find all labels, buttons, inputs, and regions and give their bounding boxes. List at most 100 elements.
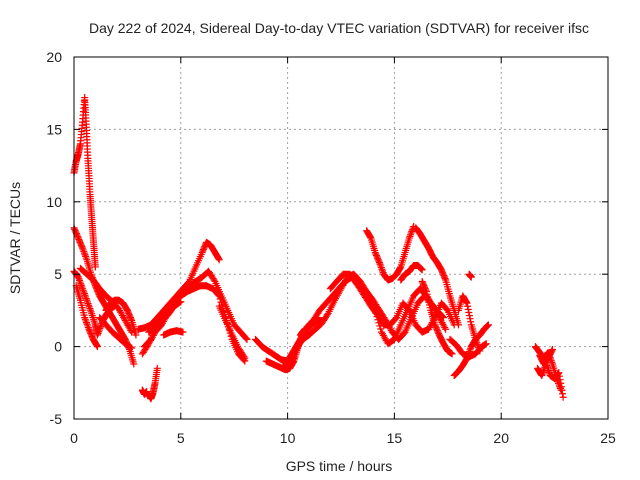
- data-point-marker: [81, 314, 89, 322]
- data-point-marker: [548, 358, 556, 366]
- data-point-marker: [93, 331, 101, 339]
- data-point-marker: [215, 255, 223, 263]
- data-point-marker: [463, 299, 471, 307]
- series-ae: [536, 345, 556, 368]
- data-point-marker: [538, 372, 546, 380]
- data-point-marker: [217, 298, 225, 306]
- data-point-marker: [80, 249, 88, 257]
- data-point-marker: [441, 324, 449, 332]
- data-point-marker: [448, 350, 456, 358]
- data-point-marker: [466, 315, 474, 323]
- data-point-marker: [370, 305, 378, 313]
- data-point-marker: [475, 344, 483, 352]
- data-point-marker: [93, 342, 101, 350]
- data-point-marker: [79, 285, 87, 293]
- data-point-marker: [405, 234, 413, 242]
- data-point-marker: [545, 368, 553, 376]
- x-tick-label: 15: [387, 430, 403, 446]
- data-point-marker: [378, 265, 386, 273]
- data-point-marker: [78, 243, 86, 251]
- data-point-marker: [97, 323, 105, 331]
- data-point-marker: [86, 305, 94, 313]
- y-tick-label: -5: [50, 411, 63, 427]
- data-point-marker: [467, 318, 475, 326]
- x-tick-label: 25: [600, 430, 616, 446]
- data-point-marker: [442, 325, 450, 333]
- data-point-marker: [216, 295, 224, 303]
- series-w: [412, 224, 462, 329]
- data-point-marker: [538, 370, 546, 378]
- data-point-marker: [83, 320, 91, 328]
- data-point-marker: [484, 322, 492, 330]
- y-tick-label: 15: [46, 121, 62, 137]
- data-point-marker: [85, 303, 93, 311]
- data-point-marker: [79, 246, 87, 254]
- data-point-marker: [555, 369, 563, 377]
- data-point-marker: [82, 293, 90, 301]
- x-tick-label: 10: [280, 430, 296, 446]
- series-s: [296, 317, 326, 339]
- data-point-marker: [376, 260, 384, 268]
- data-point-marker: [94, 329, 102, 337]
- data-point-marker: [396, 264, 404, 272]
- data-point-marker: [475, 345, 483, 353]
- data-point-marker: [372, 310, 380, 318]
- data-point-marker: [83, 298, 91, 306]
- data-point-marker: [465, 308, 473, 316]
- data-point-marker: [377, 264, 385, 272]
- data-point-marker: [127, 343, 135, 351]
- data-point-marker: [143, 387, 151, 395]
- data-point-marker: [454, 321, 462, 329]
- y-axis-label: SDTVAR / TECUs: [7, 182, 23, 294]
- data-point-marker: [82, 252, 90, 260]
- data-point-marker: [483, 322, 491, 330]
- data-point-marker: [84, 324, 92, 332]
- series-n: [215, 302, 249, 362]
- data-point-marker: [422, 286, 430, 294]
- data-point-marker: [177, 298, 185, 306]
- data-point-marker: [418, 265, 426, 273]
- x-tick-label: 0: [70, 430, 78, 446]
- x-axis-label: GPS time / hours: [286, 458, 393, 474]
- data-point-marker: [559, 393, 567, 401]
- data-point-marker: [243, 335, 251, 343]
- series-f: [96, 314, 136, 352]
- tick-layer: 0 5 10 15 20 25 -5 0 5 10 15 20: [46, 49, 616, 446]
- data-point-marker: [78, 283, 86, 291]
- data-point-marker: [86, 306, 94, 314]
- data-point-marker: [82, 317, 90, 325]
- series-u: [363, 222, 418, 284]
- data-point-marker: [81, 291, 89, 299]
- data-point-marker: [484, 321, 492, 329]
- data-point-marker: [466, 346, 474, 354]
- data-point-marker: [79, 244, 87, 252]
- data-point-marker: [128, 344, 136, 352]
- data-point-marker: [417, 265, 425, 273]
- data-point-marker: [179, 328, 187, 336]
- data-point-marker: [462, 298, 470, 306]
- data-point-marker: [544, 367, 552, 375]
- data-point-marker: [407, 231, 415, 239]
- data-point-marker: [130, 360, 138, 368]
- data-point-marker: [215, 292, 223, 300]
- data-point-marker: [375, 319, 383, 327]
- data-point-marker: [318, 317, 326, 325]
- series-aa: [454, 292, 484, 355]
- data-point-marker: [473, 340, 481, 348]
- data-point-marker: [84, 300, 92, 308]
- data-point-marker: [558, 386, 566, 394]
- data-point-marker: [373, 313, 381, 321]
- data-point-marker: [464, 302, 472, 310]
- data-point-marker: [214, 291, 222, 299]
- data-point-marker: [95, 326, 103, 334]
- series-g: [145, 364, 161, 403]
- data-point-marker: [371, 306, 379, 314]
- data-point-marker: [464, 305, 472, 313]
- data-point-marker: [441, 275, 449, 283]
- data-point-marker: [215, 256, 223, 264]
- data-point-marker: [77, 280, 85, 288]
- data-point-marker: [467, 273, 475, 281]
- x-tick-label: 20: [493, 430, 509, 446]
